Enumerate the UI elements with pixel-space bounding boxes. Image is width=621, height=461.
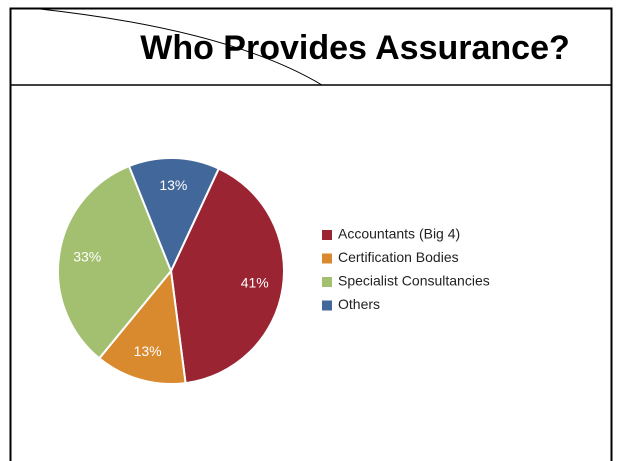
legend-swatch — [322, 300, 332, 311]
pie-slice — [57, 164, 173, 360]
value-label: 13% — [134, 343, 162, 359]
legend-label: Others — [338, 296, 380, 312]
legend-swatch — [322, 230, 332, 240]
value-label: 41% — [241, 275, 269, 291]
legend-label: Accountants (Big 4) — [338, 226, 460, 242]
chart-title: Who Provides Assurance? — [140, 29, 570, 67]
value-label: 13% — [159, 177, 187, 193]
legend-swatch — [322, 277, 332, 287]
legend-label: Specialist Consultancies — [338, 273, 490, 289]
pie-slice — [127, 157, 221, 274]
decor-curve — [39, 8, 323, 86]
legend-label: Certification Bodies — [338, 249, 459, 265]
pie-slice — [97, 268, 187, 385]
value-label: 33% — [73, 249, 101, 265]
pie-slice — [169, 167, 285, 385]
legend-swatch — [322, 253, 332, 264]
